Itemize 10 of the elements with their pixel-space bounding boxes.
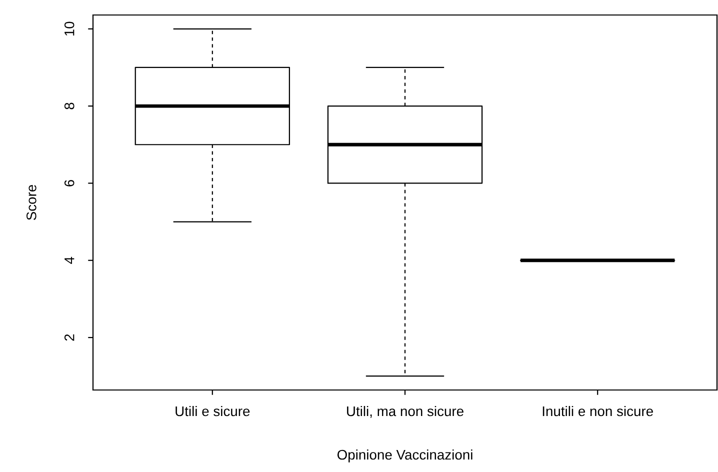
y-tick-label: 4 [64,256,74,264]
y-tick-label: 10 [64,22,74,36]
y-tick-label: 2 [64,334,74,341]
x-tick-label: Inutili e non sicure [542,406,653,416]
y-tick-label: 8 [64,102,74,110]
x-tick-label: Utili e sicure [176,406,250,416]
y-tick-label: 6 [64,180,74,186]
y-axis-title: Score [26,184,36,220]
x-tick-label: Utili, ma non sicure [347,406,464,418]
x-axis-title: Opinione Vaccinazioni [337,449,472,462]
